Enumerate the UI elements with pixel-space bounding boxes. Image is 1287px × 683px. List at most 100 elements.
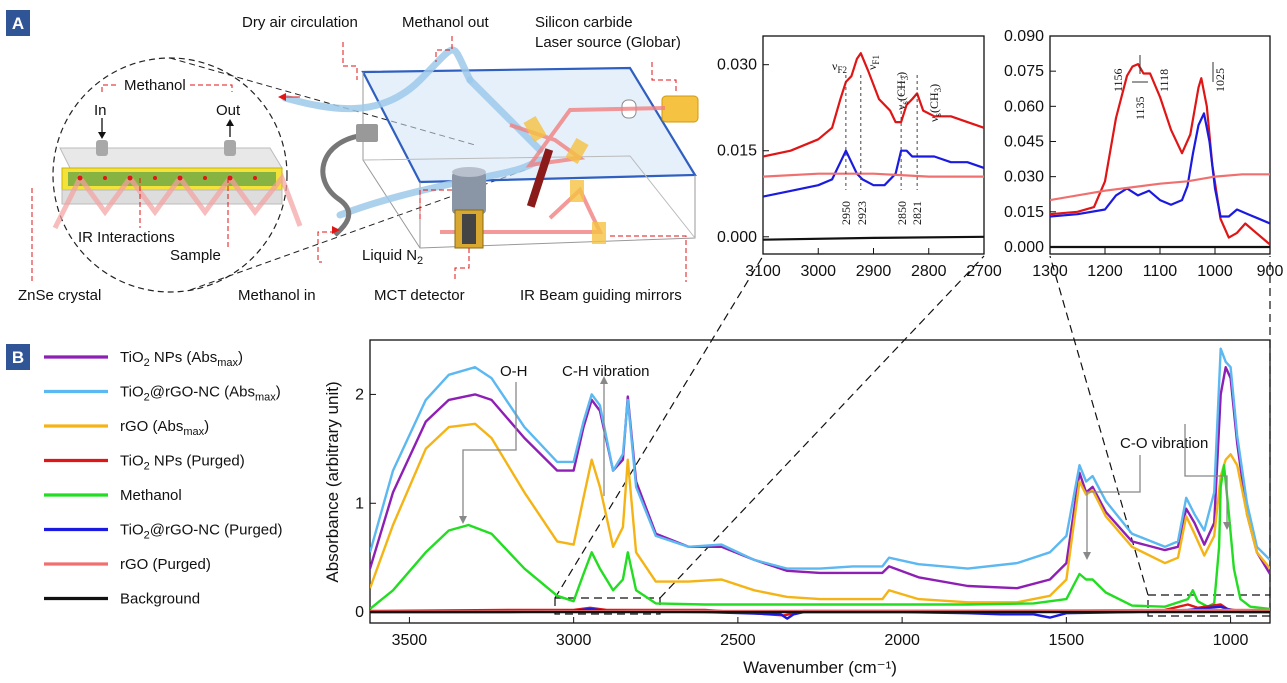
- zoom-line-ch-left: [554, 255, 764, 599]
- legend-label: Methanol: [120, 487, 182, 504]
- mirror-1: [523, 115, 547, 143]
- peak-1156-label: 1156: [1111, 68, 1125, 92]
- x-tick-label: 2500: [720, 632, 756, 649]
- legend-item: rGO (Purged): [44, 556, 211, 573]
- ch-arrow-head: [600, 376, 608, 384]
- inset-ch-region: 3100 3000 2900 2800 2700 0.000 0.015 0.030 νF2 …: [717, 35, 1002, 280]
- panel-a-label: A: [12, 14, 24, 33]
- legend-item: TiO2 NPs (Absmax): [44, 349, 243, 369]
- series-line-rgo-purged: [763, 172, 984, 178]
- legend: TiO2 NPs (Absmax) TiO2@rGO-NC (Absmax) rGO…: [44, 349, 282, 608]
- inset-co-region: 1300 1200 1100 1000 900 0.000 0.015 0.030 0.045 0…: [1004, 28, 1283, 280]
- methanol-in-arrow-head: [332, 226, 340, 234]
- y-tick-label: 0.060: [1004, 98, 1044, 115]
- x-tick-label: 1500: [1049, 632, 1085, 649]
- x-tick-label: 1000: [1197, 263, 1233, 280]
- peak-2950-label: 2950: [839, 201, 853, 225]
- outlet-port: [224, 140, 236, 156]
- mct-leader: [454, 248, 470, 282]
- inset1-axes: 3100 3000 2900 2800 2700 0.000 0.015 0.030: [717, 57, 1002, 280]
- series-line-rgo-purged: [1050, 173, 1270, 202]
- mct-window: [462, 214, 476, 244]
- in-arrow-head: [98, 132, 106, 139]
- x-tick-label: 900: [1257, 263, 1284, 280]
- zoom-line-ch-right: [659, 255, 985, 599]
- legend-item: rGO (Absmax): [44, 418, 209, 438]
- x-tick-label: 2900: [856, 263, 892, 280]
- y-tick-label: 0.090: [1004, 28, 1044, 45]
- ir-beam-upper: [509, 106, 666, 168]
- air-nozzle: [356, 124, 378, 142]
- legend-label: TiO2 NPs (Purged): [120, 453, 245, 473]
- interaction-points: [77, 175, 257, 181]
- inlet-port: [96, 140, 108, 156]
- methanol-out-arrow-head: [278, 93, 286, 101]
- x-axis-title: Wavenumber (cm⁻¹): [743, 658, 897, 677]
- x-tick-label: 1200: [1087, 263, 1123, 280]
- ch-label: C-H vibration: [562, 363, 650, 380]
- inset2-series: [1050, 62, 1270, 249]
- tube-to-cell: [466, 76, 544, 154]
- peak-1118-label: 1118: [1157, 69, 1171, 92]
- methanol-out-leader: [435, 36, 453, 62]
- panel-b-badge: B: [6, 344, 30, 370]
- y-tick-label: 0.075: [1004, 63, 1044, 80]
- legend-item: TiO2@rGO-NC (Purged): [44, 522, 282, 542]
- inset2-axes: 1300 1200 1100 1000 900 0.000 0.015 0.030 0.045 0…: [1004, 28, 1283, 280]
- co-arrow-left-head: [1083, 552, 1091, 560]
- dry-air-leader: [342, 42, 358, 80]
- legend-item: TiO2 NPs (Purged): [44, 453, 245, 473]
- y-tick-label: 0.000: [1004, 239, 1044, 256]
- legend-item: TiO2@rGO-NC (Absmax): [44, 384, 281, 404]
- main-frame: [369, 339, 1271, 624]
- setup-schematic: Methanol In Out IR Interactions Sample Z…: [18, 14, 699, 304]
- peak-1025-label: 1025: [1213, 68, 1227, 92]
- x-tick-label: 3500: [392, 632, 428, 649]
- peak-2923-label: 2923: [855, 201, 869, 225]
- legend-label: TiO2@rGO-NC (Absmax): [120, 384, 281, 404]
- sample-layer: [68, 172, 276, 186]
- dry-air-label: Dry air circulation: [242, 14, 358, 31]
- x-tick-label: 3000: [556, 632, 592, 649]
- legend-label: TiO2@rGO-NC (Purged): [120, 522, 282, 542]
- methanol-label: Methanol: [124, 77, 186, 94]
- air-hose: [320, 132, 366, 237]
- liquid-n2-label: Liquid N2: [362, 247, 423, 267]
- co-arrow-right-head: [1223, 522, 1231, 530]
- x-tick-label: 1300: [1032, 263, 1068, 280]
- methanol-out-tube: [281, 46, 474, 113]
- y-axis-title: Absorbance (arbitrary unit): [323, 381, 342, 582]
- zoom-line-co-left: [1049, 255, 1149, 596]
- oh-arrow: [462, 382, 517, 520]
- vs-ch3-2-label: νs(CH3): [927, 84, 943, 122]
- methanol-leader-right: [190, 84, 233, 92]
- series-line-tio2-nps-purged: [1050, 62, 1270, 246]
- silicon-carbide-label: Silicon carbide: [535, 14, 633, 31]
- legend-item: Methanol: [44, 487, 182, 504]
- zoom-box-ch: [554, 597, 661, 615]
- y-tick-label: 0.015: [1004, 204, 1044, 221]
- liquid-n2-dewar: [452, 172, 486, 214]
- x-tick-label: 3000: [800, 263, 836, 280]
- co-arrow-left: [1086, 455, 1141, 556]
- sample-label: Sample: [170, 247, 221, 264]
- y-tick-label: 2: [355, 386, 364, 403]
- y-tick-label: 0.030: [1004, 169, 1044, 186]
- methanol-in-leader: [317, 231, 335, 263]
- main-series: [370, 347, 1270, 620]
- vs-ch3-1-label: νs(CH3): [894, 72, 910, 110]
- atr-cell: [526, 148, 554, 208]
- panel-b-label: B: [12, 348, 24, 367]
- legend-label: Background: [120, 591, 200, 608]
- in-label: In: [94, 102, 107, 119]
- y-tick-label: 0.000: [717, 229, 757, 246]
- mct-detector-label: MCT detector: [374, 287, 465, 304]
- x-tick-label: 2800: [911, 263, 947, 280]
- znse-label: ZnSe crystal: [18, 287, 101, 304]
- series-line-tio2-rgo-nc-absmax: [370, 347, 1270, 570]
- inset1-series: [763, 52, 984, 241]
- panel-a-badge: A: [6, 10, 30, 36]
- methanol-in-label: Methanol in: [238, 287, 316, 304]
- oh-label: O-H: [500, 363, 528, 380]
